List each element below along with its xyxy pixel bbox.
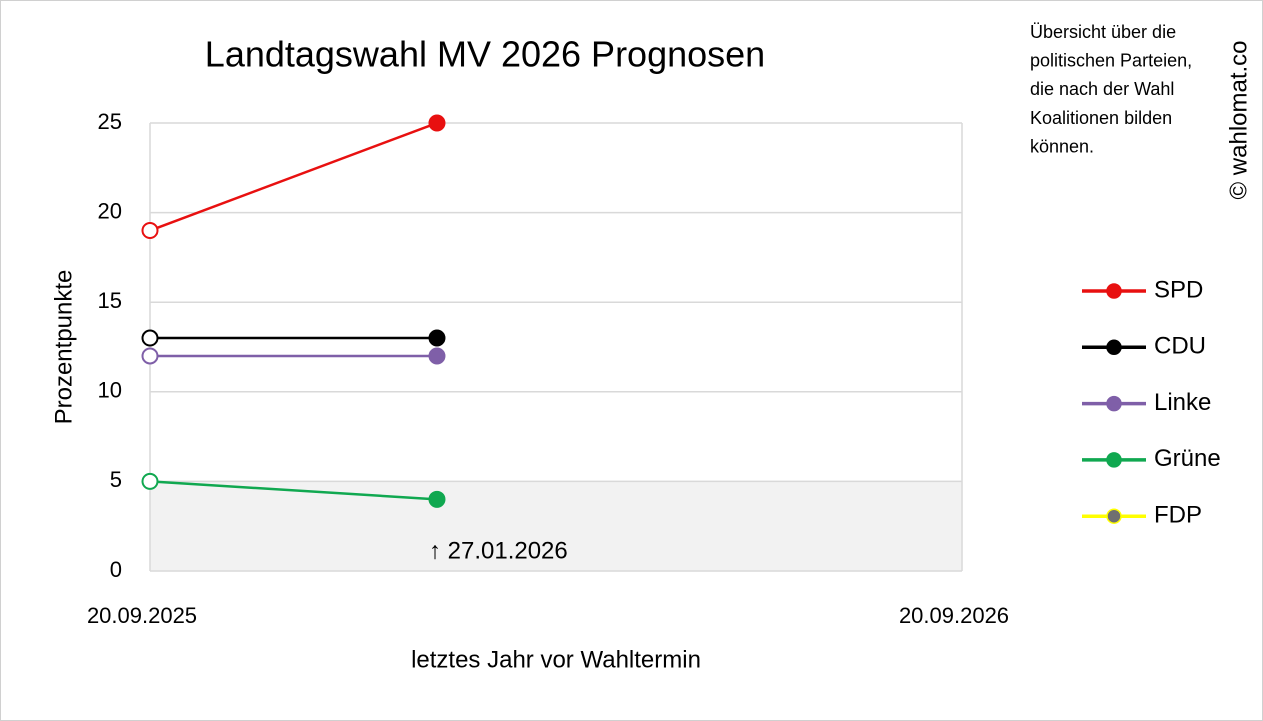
note-line: können. [1030,137,1094,157]
data-point [428,347,446,365]
y-tick-label: 15 [98,288,122,313]
note-line: Koalitionen bilden [1030,108,1172,128]
y-tick-label: 25 [98,109,122,134]
data-point [141,472,159,490]
data-point [428,114,446,132]
shaded-band [150,481,962,571]
data-point [428,329,446,347]
legend-label: Linke [1154,389,1211,416]
y-tick-label: 10 [98,378,122,403]
copyright: © wahlomat.co [1225,40,1252,199]
x-tick-label: 20.09.2025 [87,603,197,628]
data-point [141,222,159,240]
legend-label: SPD [1154,276,1203,303]
data-point [428,490,446,508]
y-tick-label: 20 [98,198,122,223]
y-axis-label: Prozentpunkte [50,270,77,425]
legend-marker [1106,395,1122,412]
y-tick-label: 5 [110,467,122,492]
series-line [149,480,438,501]
legend-marker [1106,508,1122,524]
legend-marker [1106,452,1122,468]
note-line: die nach der Wahl [1030,79,1174,99]
x-axis-label: letztes Jahr vor Wahltermin [411,646,701,673]
chart-title: Landtagswahl MV 2026 Prognosen [205,34,765,75]
data-point [141,347,159,365]
legend-marker [1106,283,1122,299]
annotation: ↑ 27.01.2026 [429,537,568,564]
legend-marker [1106,339,1122,356]
legend-label: FDP [1154,502,1202,529]
y-tick-label: 0 [110,557,122,582]
legend-label: Grüne [1154,445,1221,472]
note-line: Übersicht über die [1030,22,1176,42]
x-tick-label: 20.09.2026 [899,603,1009,628]
legend-label: CDU [1154,333,1206,360]
data-point [141,329,159,347]
series-line [149,121,438,232]
note-line: politischen Parteien, [1030,50,1192,70]
